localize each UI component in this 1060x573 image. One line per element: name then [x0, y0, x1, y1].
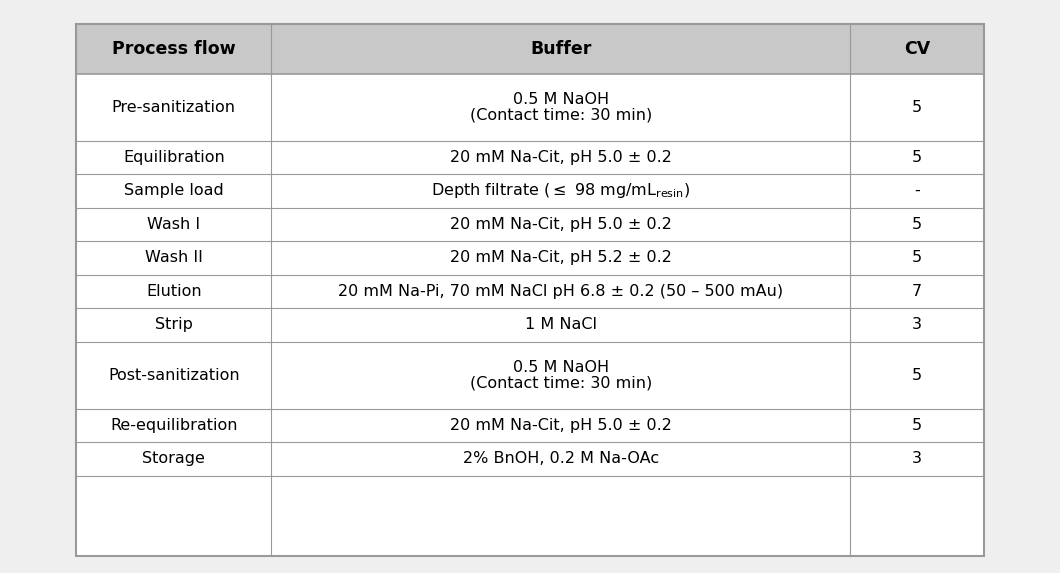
Text: 20 mM Na-Pi, 70 mM NaCl pH 6.8 ± 0.2 (50 – 500 mAu): 20 mM Na-Pi, 70 mM NaCl pH 6.8 ± 0.2 (50…	[338, 284, 783, 299]
Text: Strip: Strip	[155, 317, 193, 332]
Text: 5: 5	[912, 418, 922, 433]
Text: Pre-sanitization: Pre-sanitization	[112, 100, 236, 115]
Text: 20 mM Na-Cit, pH 5.2 ± 0.2: 20 mM Na-Cit, pH 5.2 ± 0.2	[449, 250, 672, 265]
Bar	[76, 24, 984, 556]
Bar	[76, 24, 984, 73]
Bar	[76, 24, 984, 556]
Text: 5: 5	[912, 100, 922, 115]
Text: 7: 7	[912, 284, 922, 299]
Text: (Contact time: 30 min): (Contact time: 30 min)	[470, 375, 652, 390]
Text: Sample load: Sample load	[124, 183, 224, 198]
Text: Depth filtrate ($\leq$ 98 mg/mL$_{\mathregular{resin}}$): Depth filtrate ($\leq$ 98 mg/mL$_{\mathr…	[431, 181, 690, 201]
Text: -: -	[914, 183, 920, 198]
Text: Re-equilibration: Re-equilibration	[110, 418, 237, 433]
Text: 20 mM Na-Cit, pH 5.0 ± 0.2: 20 mM Na-Cit, pH 5.0 ± 0.2	[449, 418, 672, 433]
Text: Post-sanitization: Post-sanitization	[108, 367, 240, 383]
Text: (Contact time: 30 min): (Contact time: 30 min)	[470, 108, 652, 123]
Text: 2% BnOH, 0.2 M Na-OAc: 2% BnOH, 0.2 M Na-OAc	[463, 452, 659, 466]
Text: 5: 5	[912, 150, 922, 165]
Text: 5: 5	[912, 250, 922, 265]
Text: 3: 3	[912, 452, 922, 466]
Text: 0.5 M NaOH: 0.5 M NaOH	[513, 92, 608, 107]
Text: Wash II: Wash II	[145, 250, 202, 265]
Text: Process flow: Process flow	[112, 40, 235, 58]
Text: 5: 5	[912, 367, 922, 383]
Text: 0.5 M NaOH: 0.5 M NaOH	[513, 359, 608, 375]
Text: Buffer: Buffer	[530, 40, 591, 58]
Text: Elution: Elution	[146, 284, 201, 299]
Text: 20 mM Na-Cit, pH 5.0 ± 0.2: 20 mM Na-Cit, pH 5.0 ± 0.2	[449, 150, 672, 165]
Text: Equilibration: Equilibration	[123, 150, 225, 165]
Text: 5: 5	[912, 217, 922, 231]
Text: Storage: Storage	[142, 452, 206, 466]
Text: 1 M NaCl: 1 M NaCl	[525, 317, 597, 332]
Text: Wash I: Wash I	[147, 217, 200, 231]
Text: 20 mM Na-Cit, pH 5.0 ± 0.2: 20 mM Na-Cit, pH 5.0 ± 0.2	[449, 217, 672, 231]
Text: CV: CV	[904, 40, 930, 58]
Text: 3: 3	[912, 317, 922, 332]
